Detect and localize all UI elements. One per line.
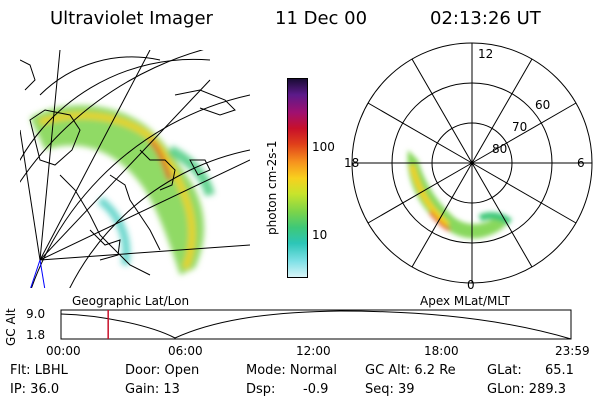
- date-label: 11 Dec 00: [275, 8, 368, 29]
- instrument-title: Ultraviolet Imager: [50, 8, 213, 29]
- mlat-label-80: 80: [492, 142, 508, 156]
- colorbar-tick-10: 10: [312, 228, 328, 242]
- mlt-label-6: 6: [577, 156, 585, 170]
- glon-info: GLon: 289.3: [487, 382, 567, 397]
- gain-info: Gain: 13: [125, 382, 180, 397]
- timeline-xlabel-1200: 12:00: [296, 344, 331, 358]
- dsp-value: -0.9: [303, 382, 329, 397]
- timeline-xlabel-1800: 18:00: [424, 344, 459, 358]
- timeline-ylabel-bottom: 1.8: [26, 328, 46, 342]
- apex-caption: Apex MLat/MLT: [420, 294, 510, 308]
- timeline-xlabel-0600: 06:00: [168, 344, 203, 358]
- colorbar-gradient: [288, 79, 307, 277]
- mlt-label-12: 12: [478, 47, 494, 61]
- glat-info: GLat:: [487, 363, 522, 378]
- ip-info: IP: 36.0: [10, 382, 60, 397]
- timeline-xlabel-0000: 00:00: [46, 344, 81, 358]
- time-label: 02:13:26 UT: [430, 8, 541, 29]
- flt-info: Flt: LBHL: [10, 363, 68, 378]
- geographic-caption: Geographic Lat/Lon: [72, 294, 190, 308]
- mode-info: Mode: Normal: [246, 363, 337, 378]
- dsp-info: Dsp:: [246, 382, 276, 397]
- gcalt-info: GC Alt: 6.2 Re: [365, 363, 456, 378]
- colorbar: [287, 78, 308, 278]
- colorbar-label: photon cm-2s-1: [265, 140, 279, 236]
- timeline-ylabel-top: 9.0: [26, 307, 46, 321]
- colorbar-tick-100: 100: [312, 140, 335, 154]
- mlat-label-60: 60: [535, 98, 551, 112]
- seq-info: Seq: 39: [365, 382, 415, 397]
- mlat-label-70: 70: [512, 120, 528, 134]
- mlt-label-0: 0: [467, 278, 475, 292]
- timeline-axis-label: GC Alt: [4, 308, 18, 346]
- door-info: Door: Open: [125, 363, 200, 378]
- timeline-xlabel-2359: 23:59: [555, 344, 590, 358]
- glat-value: 65.1: [545, 363, 574, 378]
- mlt-label-18: 18: [344, 156, 360, 170]
